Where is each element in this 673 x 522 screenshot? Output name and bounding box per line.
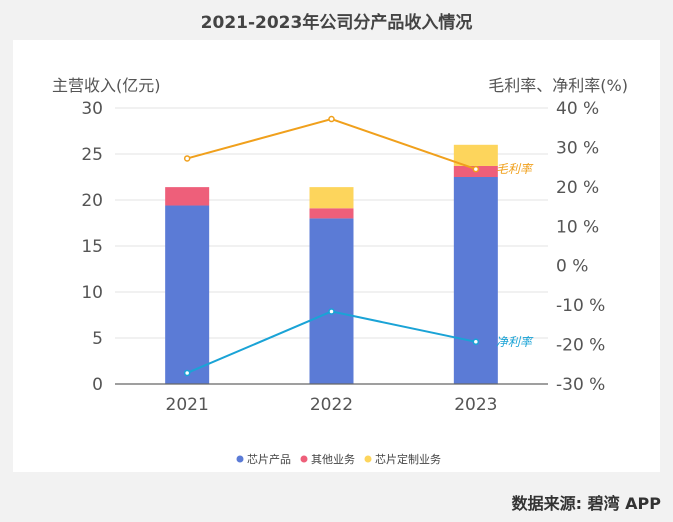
legend-label: 芯片定制业务: [375, 452, 441, 466]
left-axis-label: 主营收入(亿元): [52, 76, 161, 95]
left-tick-label: 5: [92, 329, 103, 349]
bar-芯片产品: [165, 205, 210, 384]
x-tick-label: 2022: [310, 395, 353, 415]
chart-title: 2021-2023年公司分产品收入情况: [200, 13, 473, 33]
left-tick-label: 30: [81, 99, 103, 119]
data-source: 数据来源: 碧湾 APP: [511, 494, 661, 513]
left-tick-label: 15: [81, 237, 103, 257]
point-净利率: [328, 308, 335, 315]
left-tick-label: 10: [81, 283, 103, 303]
right-tick-label: -10 %: [556, 296, 605, 316]
point-毛利率: [183, 155, 191, 162]
legend-marker: [236, 455, 244, 463]
legend-marker: [364, 455, 372, 463]
line-label: 毛利率: [496, 162, 534, 176]
left-tick-label: 0: [92, 375, 103, 395]
right-tick-label: 20 %: [556, 178, 599, 198]
bar-芯片定制业务: [453, 144, 498, 166]
legend-label: 其他业务: [311, 453, 355, 466]
left-tick-label: 20: [81, 191, 103, 211]
left-tick-label: 25: [81, 145, 103, 165]
right-tick-label: 0 %: [556, 257, 588, 277]
legend-label: 芯片产品: [247, 452, 291, 466]
x-tick-label: 2023: [454, 395, 497, 415]
bar-芯片定制业务: [309, 187, 354, 209]
point-毛利率: [328, 115, 335, 123]
bar-芯片产品: [453, 177, 498, 384]
x-tick-label: 2021: [166, 395, 209, 415]
right-tick-label: -20 %: [556, 336, 605, 356]
bar-芯片产品: [309, 218, 354, 384]
right-tick-label: 30 %: [556, 138, 599, 158]
right-axis-label: 毛利率、净利率(%): [488, 76, 628, 95]
point-净利率: [183, 369, 191, 377]
line-毛利率: [186, 117, 477, 171]
right-tick-label: -30 %: [556, 375, 605, 395]
bar-其他业务: [309, 208, 354, 219]
bar-其他业务: [165, 187, 210, 206]
point-净利率: [472, 338, 480, 346]
line-label: 净利率: [496, 335, 534, 349]
legend-marker: [300, 455, 308, 463]
right-tick-label: 10 %: [556, 217, 599, 237]
right-tick-label: 40 %: [556, 99, 599, 119]
point-毛利率: [472, 165, 480, 173]
